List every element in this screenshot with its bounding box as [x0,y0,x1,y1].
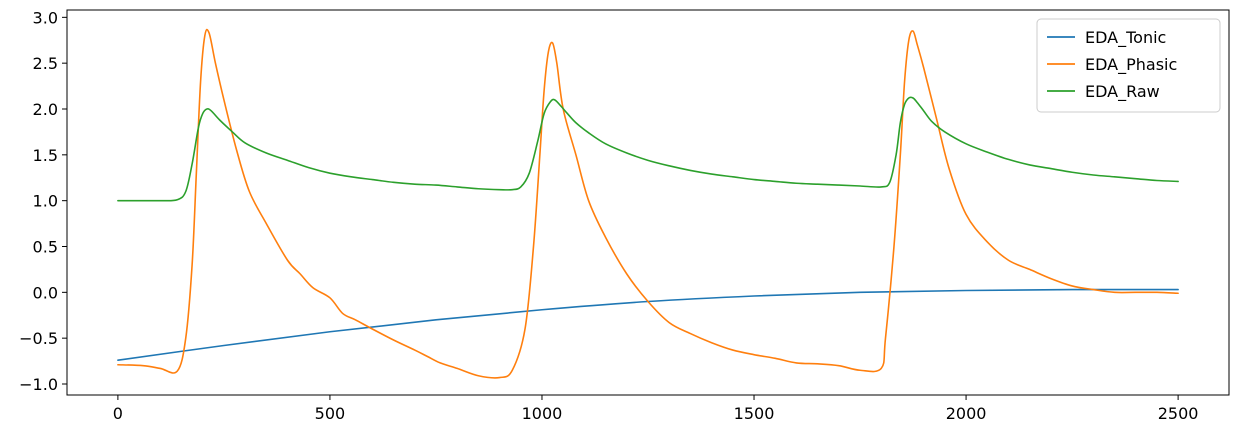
x-tick-label: 2000 [946,404,987,423]
y-axis: −1.0 −0.5 0.0 0.5 1.0 1.5 2.0 2.5 3.0 [19,8,67,394]
y-tick-label: 3.0 [33,8,58,27]
x-axis: 0 500 1000 1500 2000 2500 [113,395,1199,423]
y-tick-label: −0.5 [19,329,58,348]
y-tick-label: −1.0 [19,375,58,394]
y-tick-label: 2.0 [33,100,58,119]
legend-label-eda-phasic: EDA_Phasic [1085,55,1177,75]
axes-frame [66,9,1230,396]
x-tick-label: 1000 [522,404,563,423]
x-tick-label: 2500 [1158,404,1199,423]
legend: EDA_Tonic EDA_Phasic EDA_Raw [1036,18,1221,113]
y-tick-label: 0.5 [33,238,58,257]
x-tick-label: 0 [113,404,123,423]
series-line-eda-phasic [117,28,1179,379]
y-tick-label: 0.0 [33,283,58,302]
legend-label-eda-raw: EDA_Raw [1085,82,1160,102]
series-line-eda-raw [117,96,1179,202]
y-tick-label: 2.5 [33,54,58,73]
x-tick-label: 500 [315,404,346,423]
y-tick-label: 1.0 [33,192,58,211]
x-tick-label: 1500 [734,404,775,423]
y-tick-label: 1.5 [33,146,58,165]
legend-label-eda-tonic: EDA_Tonic [1085,28,1166,48]
series-layer [117,28,1179,379]
legend-box [1036,18,1221,113]
